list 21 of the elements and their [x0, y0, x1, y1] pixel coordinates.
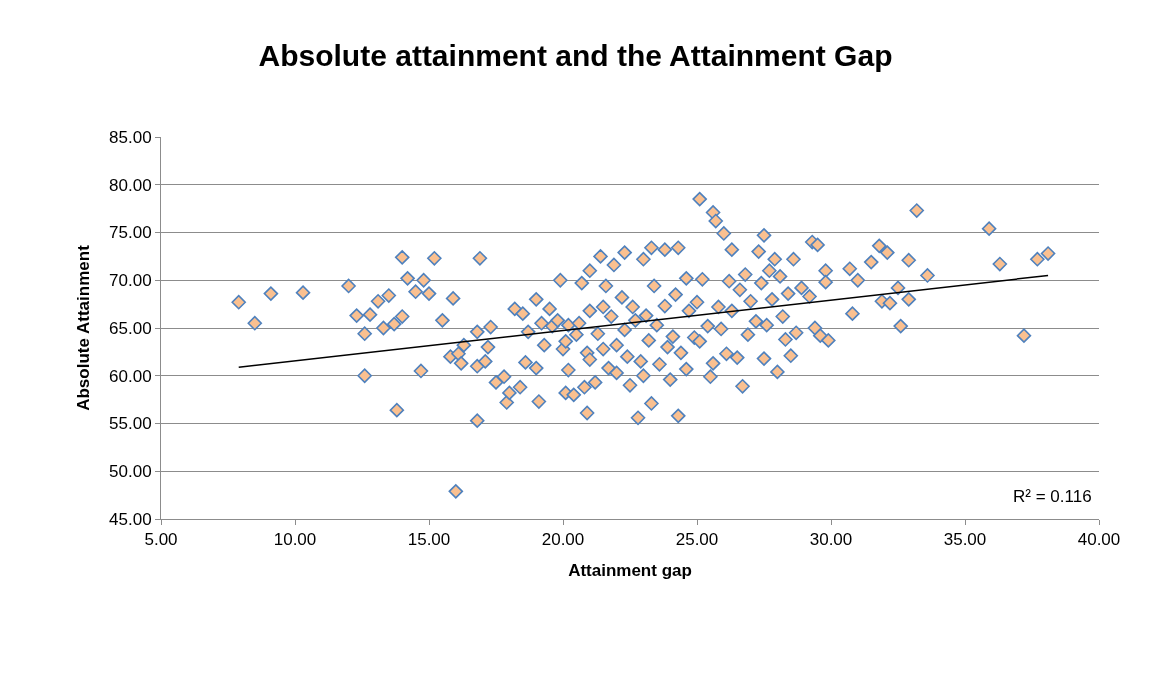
chart-title: Absolute attainment and the Attainment Gap	[258, 38, 893, 72]
annotation: R² = 0.116	[1013, 487, 1092, 506]
x-tick-label: 30.00	[809, 530, 853, 550]
x-axis-title: Attainment gap	[568, 560, 692, 580]
x-tick-label: 5.00	[144, 530, 178, 550]
x-tick-label: 40.00	[1077, 530, 1121, 550]
x-tick-label: 25.00	[675, 530, 719, 550]
y-axis-title: Absolute Attainment	[73, 244, 93, 411]
y-tick-label: 45.00	[109, 509, 152, 529]
x-tick-label: 10.00	[273, 530, 317, 550]
y-tick-label: 75.00	[109, 223, 152, 243]
y-tick-label: 80.00	[109, 175, 152, 195]
y-tick-label: 85.00	[109, 127, 152, 147]
x-tick-label: 20.00	[541, 530, 585, 550]
x-tick-label: 35.00	[943, 530, 987, 550]
y-tick-label: 60.00	[109, 366, 152, 386]
y-tick-label: 55.00	[109, 414, 152, 434]
x-tick-label: 15.00	[407, 530, 451, 550]
y-tick-label: 65.00	[109, 318, 152, 338]
y-tick-label: 50.00	[109, 462, 152, 482]
y-tick-label: 70.00	[109, 271, 152, 291]
